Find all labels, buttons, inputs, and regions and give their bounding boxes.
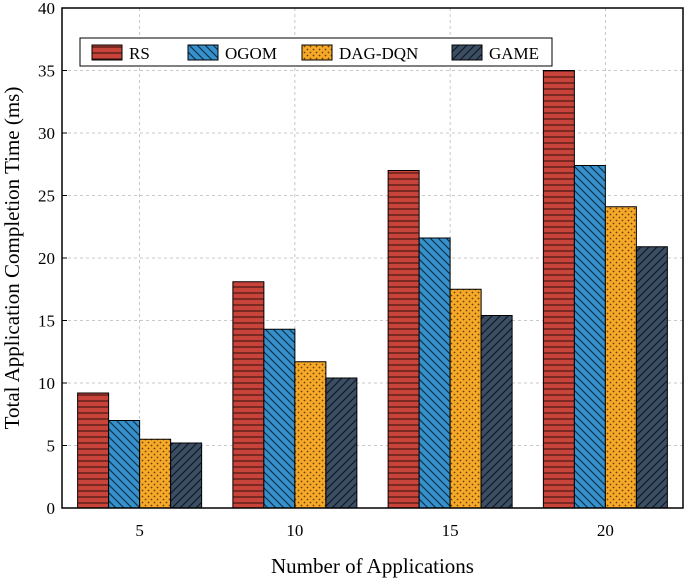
bar-ogom-15: [418, 237, 451, 509]
legend-label-ogom: OGOM: [225, 44, 277, 63]
legend-label-game: GAME: [489, 44, 539, 63]
bar-ogom-20: [573, 165, 606, 509]
legend-label-dag-dqn: DAG-DQN: [339, 44, 418, 63]
y-tick-label: 15: [38, 312, 55, 331]
y-axis-label: Total Application Completion Time (ms): [0, 87, 24, 430]
bar-dag-dqn-15: [449, 288, 482, 509]
legend-label-rs: RS: [129, 44, 150, 63]
bar-dag-dqn-10: [294, 361, 327, 509]
bar-ogom-10: [263, 328, 296, 509]
bar-dag-dqn-5: [139, 438, 172, 509]
bar-game-10: [325, 377, 358, 509]
bar-game-5: [170, 442, 203, 509]
bar-rs-5: [77, 392, 110, 509]
x-tick-label: 15: [442, 521, 459, 540]
legend-swatch-game: [451, 44, 483, 61]
bar-game-15: [480, 315, 513, 509]
legend-swatch-rs: [91, 44, 123, 61]
bar-rs-15: [387, 170, 420, 509]
y-tick-label: 35: [38, 62, 55, 81]
x-axis-label: Number of Applications: [271, 554, 474, 578]
axis-ticks: 0 5 10 15 20 25 30 35 40 5 10 15 20: [38, 0, 614, 540]
x-tick-label: 20: [597, 521, 614, 540]
y-tick-label: 20: [38, 249, 55, 268]
y-tick-label: 40: [38, 0, 55, 18]
bar-rs-10: [232, 281, 265, 509]
x-tick-label: 10: [286, 521, 303, 540]
bar-ogom-5: [108, 420, 141, 509]
legend: RS OGOM DAG-DQN GAME: [79, 37, 553, 67]
y-tick-label: 25: [38, 187, 55, 206]
bars: [77, 70, 668, 509]
legend-swatch-dag-dqn: [301, 44, 333, 61]
y-tick-label: 10: [38, 374, 55, 393]
x-tick-label: 5: [135, 521, 144, 540]
y-tick-label: 0: [47, 499, 56, 518]
bar-dag-dqn-20: [604, 206, 637, 509]
y-tick-label: 5: [47, 437, 56, 456]
bar-game-20: [635, 246, 668, 509]
legend-swatch-ogom: [187, 44, 219, 61]
y-tick-label: 30: [38, 124, 55, 143]
bar-rs-20: [542, 70, 575, 509]
